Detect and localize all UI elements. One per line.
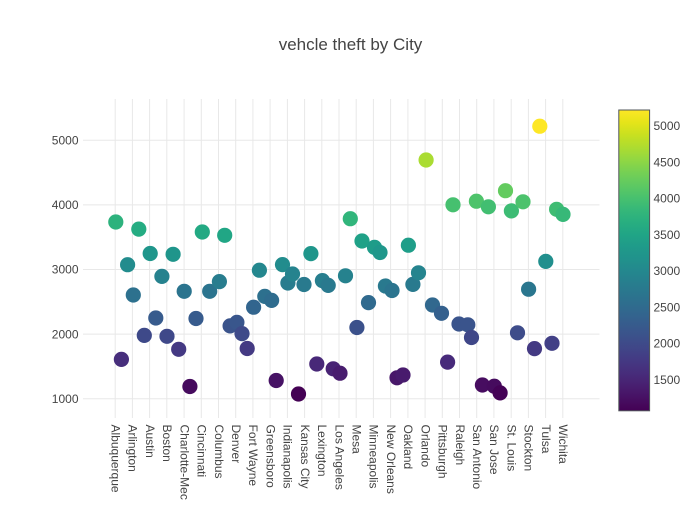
svg-text:Oakland: Oakland xyxy=(401,425,415,470)
svg-text:Orlando: Orlando xyxy=(418,425,432,468)
svg-text:San Antonio: San Antonio xyxy=(470,425,484,490)
svg-text:3000: 3000 xyxy=(52,263,79,277)
svg-text:New Orleans: New Orleans xyxy=(384,425,398,494)
svg-text:Mesa: Mesa xyxy=(350,425,364,455)
svg-text:San Jose: San Jose xyxy=(487,425,501,475)
svg-text:Kansas City: Kansas City xyxy=(298,425,312,489)
svg-text:4500: 4500 xyxy=(654,155,681,169)
svg-text:vehcle theft by City: vehcle theft by City xyxy=(279,35,423,54)
svg-text:Pittsburgh: Pittsburgh xyxy=(436,425,450,479)
svg-text:2000: 2000 xyxy=(654,337,681,351)
svg-text:Stockton: Stockton xyxy=(522,425,536,472)
svg-text:5000: 5000 xyxy=(52,134,79,148)
svg-text:4000: 4000 xyxy=(52,198,79,212)
svg-text:Austin: Austin xyxy=(143,425,157,458)
svg-text:1500: 1500 xyxy=(654,373,681,387)
svg-text:St. Louis: St. Louis xyxy=(505,425,519,472)
svg-text:5000: 5000 xyxy=(654,119,681,133)
svg-text:Charlotte-Mecklenburg: Charlotte-Mecklenburg xyxy=(177,425,191,501)
svg-text:Minneapolis: Minneapolis xyxy=(367,425,381,489)
svg-text:3000: 3000 xyxy=(654,264,681,278)
svg-text:Albuquerque: Albuquerque xyxy=(109,425,123,493)
svg-text:4000: 4000 xyxy=(654,192,681,206)
svg-text:Columbus: Columbus xyxy=(212,425,226,479)
svg-text:Denver: Denver xyxy=(229,425,243,464)
svg-text:Boston: Boston xyxy=(160,425,174,462)
svg-text:Arlington: Arlington xyxy=(126,425,140,472)
svg-text:Los Angeles: Los Angeles xyxy=(332,425,346,490)
svg-text:3500: 3500 xyxy=(654,228,681,242)
svg-text:1000: 1000 xyxy=(52,392,79,406)
svg-text:Tulsa: Tulsa xyxy=(539,425,553,454)
svg-text:Wichita: Wichita xyxy=(556,425,570,465)
svg-text:Indianapolis: Indianapolis xyxy=(281,425,295,489)
svg-text:Raleigh: Raleigh xyxy=(453,425,467,466)
svg-text:Cincinnati: Cincinnati xyxy=(195,425,209,478)
svg-text:Fort Wayne: Fort Wayne xyxy=(246,425,260,487)
svg-text:Lexington: Lexington xyxy=(315,425,329,477)
svg-text:2000: 2000 xyxy=(52,327,79,341)
svg-text:2500: 2500 xyxy=(654,300,681,314)
svg-text:Greensboro: Greensboro xyxy=(263,425,277,489)
